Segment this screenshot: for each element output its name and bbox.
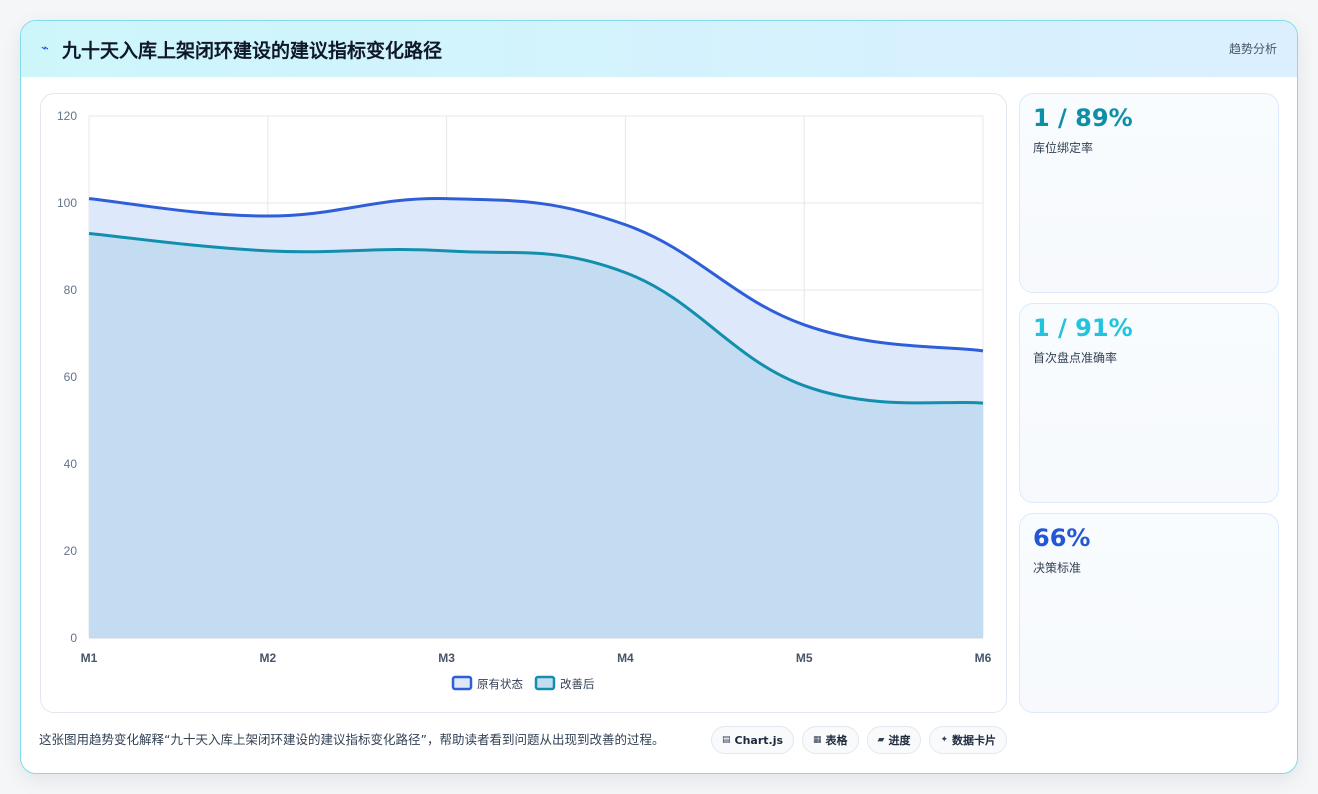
line-chart: 0 20 40 60 80 100 120 M1 M2 M3 M4 M5 M6 原有状态 改善后 (57, 109, 992, 691)
chart-icon: ▤ (721, 735, 731, 745)
legend-swatch-1 (451, 675, 473, 691)
kpi-value-3: 66% (1033, 524, 1091, 552)
y-tick-label: 80 (64, 283, 78, 297)
header-tag: 趋势分析 (1228, 42, 1277, 56)
legend-swatch-2 (534, 675, 556, 691)
x-tick-label: M2 (259, 651, 276, 665)
legend-label-2: 改善后 (560, 677, 595, 691)
page-title: 九十天入库上架闭环建设的建议指标变化路径 (62, 40, 443, 62)
series-line-1 (88, 197, 984, 353)
sparkle-icon: ✦ (940, 735, 948, 745)
chart-description: 这张图用趋势变化解释“九十天入库上架闭环建设的建议指标变化路径”，帮助读者看到问… (39, 732, 665, 747)
kpi-card-1: 1 / 89% 库位绑定率 (1019, 93, 1279, 293)
tech-chips: ▤ Chart.js ▦ 表格 ▰ 进度 ✦ 数据卡片 (710, 726, 1007, 754)
x-tick-label: M5 (796, 651, 813, 665)
chip-label: Chart.js (734, 733, 784, 747)
y-tick-label: 120 (57, 109, 77, 123)
main-card: ⌁ 九十天入库上架闭环建设的建议指标变化路径 趋势分析 0 20 40 60 80 100… (20, 20, 1298, 774)
kpi-label-2: 首次盘点准确率 (1033, 351, 1118, 365)
table-icon: ▦ (813, 735, 822, 745)
chip-label: 进度 (888, 734, 911, 747)
x-tick-label: M3 (438, 651, 455, 665)
y-tick-label: 60 (64, 370, 78, 384)
series-area-2 (89, 233, 983, 638)
series-line-2 (88, 231, 984, 405)
chip-label: 数据卡片 (952, 734, 996, 747)
chip-chartjs[interactable]: ▤ Chart.js (710, 726, 795, 754)
progress-icon: ▰ (877, 735, 885, 745)
chart-panel: 0 20 40 60 80 100 120 M1 M2 M3 M4 M5 M6 原有状态 改善后 (40, 93, 1007, 713)
y-tick-label: 20 (64, 544, 78, 558)
legend-label-1: 原有状态 (477, 677, 523, 691)
kpi-card-2: 1 / 91% 首次盘点准确率 (1019, 303, 1279, 503)
trend-line-icon: ⌁ (41, 41, 49, 56)
chip-data-card[interactable]: ✦ 数据卡片 (929, 726, 1007, 754)
x-tick-label: M4 (617, 651, 634, 665)
kpi-label-1: 库位绑定率 (1033, 141, 1094, 155)
kpi-card-3: 66% 决策标准 (1019, 513, 1279, 713)
card-header: ⌁ 九十天入库上架闭环建设的建议指标变化路径 趋势分析 (21, 21, 1297, 77)
y-tick-label: 40 (64, 457, 78, 471)
chip-table[interactable]: ▦ 表格 (802, 726, 859, 754)
kpi-label-3: 决策标准 (1033, 561, 1082, 575)
kpi-value-1: 1 / 89% (1033, 104, 1133, 132)
y-tick-label: 100 (57, 196, 77, 210)
kpi-value-2: 1 / 91% (1033, 314, 1133, 342)
y-tick-label: 0 (70, 631, 77, 645)
chip-label: 表格 (825, 734, 848, 747)
chip-progress[interactable]: ▰ 进度 (866, 726, 922, 754)
x-tick-label: M6 (975, 651, 992, 665)
x-tick-label: M1 (81, 651, 98, 665)
